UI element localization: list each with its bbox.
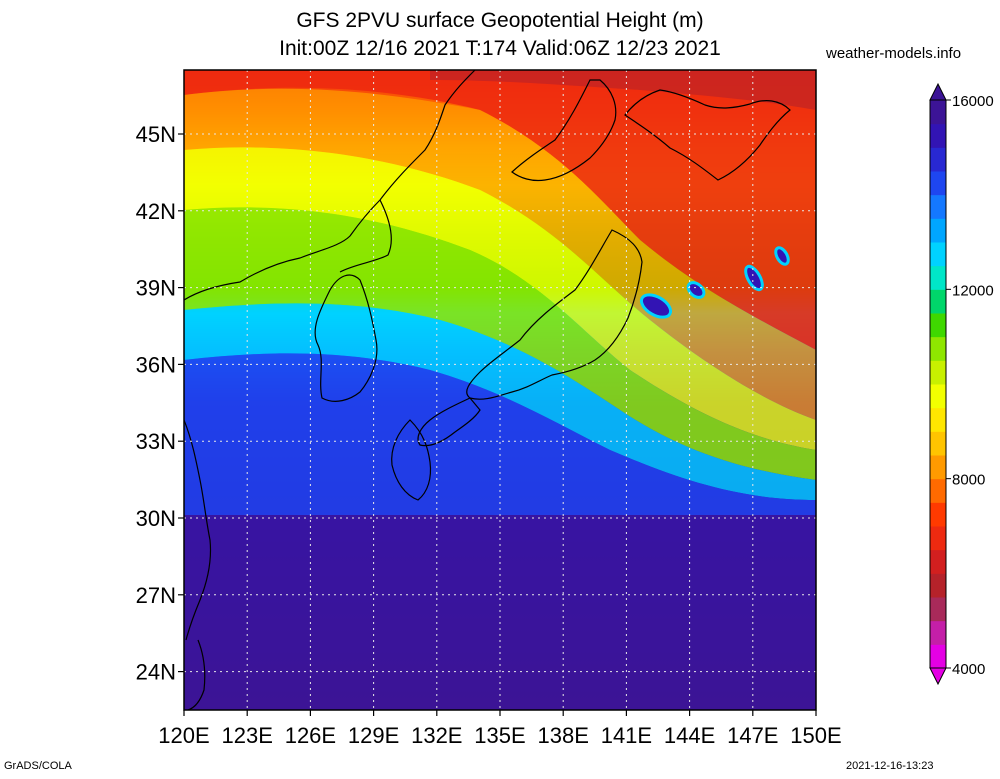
colorbar-segment <box>930 407 946 432</box>
colorbar-segment <box>930 171 946 196</box>
colorbar-segment <box>930 194 946 219</box>
lon-label: 120E <box>158 723 209 748</box>
colorbar-segment <box>930 597 946 622</box>
lon-label: 123E <box>222 723 273 748</box>
colorbar-labels: 16000 12000 8000 4000 <box>946 93 994 678</box>
colorbar-label: 12000 <box>952 282 994 299</box>
lon-label: 138E <box>538 723 589 748</box>
colorbar-segment <box>930 218 946 243</box>
colorbar-segment <box>930 384 946 409</box>
map-title: GFS 2PVU surface Geopotential Height (m) <box>296 9 704 32</box>
map-subtitle: Init:00Z 12/16 2021 T:174 Valid:06Z 12/2… <box>279 37 721 60</box>
height-field <box>184 70 816 710</box>
colorbar-segment <box>930 620 946 645</box>
colorbar-label: 8000 <box>952 472 985 489</box>
colorbar-segment <box>930 123 946 148</box>
lat-label: 45N <box>136 122 176 147</box>
lon-label: 129E <box>348 723 399 748</box>
colorbar-segment <box>930 478 946 503</box>
colorbar-segment <box>930 100 946 125</box>
colorbar-segment <box>930 502 946 527</box>
cutoff-lows <box>639 246 790 319</box>
lon-label: 126E <box>285 723 336 748</box>
colorbar-segment <box>930 242 946 267</box>
lat-label: 39N <box>136 276 176 301</box>
colorbar-segment <box>930 431 946 456</box>
lat-label: 36N <box>136 352 176 377</box>
colorbar-segment <box>930 455 946 480</box>
lon-label: 132E <box>411 723 462 748</box>
colorbar-max-arrow <box>929 82 947 101</box>
colorbar-segment <box>930 289 946 314</box>
lat-label: 30N <box>136 506 176 531</box>
colorbar-segment <box>930 549 946 574</box>
lat-label: 33N <box>136 429 176 454</box>
colorbar-segment <box>930 526 946 551</box>
lat-label: 27N <box>136 583 176 608</box>
colorbar-segment <box>930 265 946 290</box>
latitude-labels: 45N 42N 39N 36N 33N 30N 27N 24N <box>136 122 184 685</box>
longitude-labels: 120E 123E 126E 129E 132E 135E 138E 141E 144E 147E… <box>158 710 842 748</box>
colorbar-label: 16000 <box>952 93 994 110</box>
colorbar-segment <box>930 573 946 598</box>
coastlines <box>184 70 791 710</box>
colorbar-min-arrow <box>929 667 947 686</box>
colorbar-segment <box>930 336 946 361</box>
colorbar <box>929 82 947 686</box>
lon-label: 147E <box>727 723 778 748</box>
footer-software: GrADS/COLA <box>4 760 72 772</box>
site-credit: weather-models.info <box>826 45 962 62</box>
colorbar-segment <box>930 313 946 338</box>
lon-label: 144E <box>664 723 715 748</box>
lon-label: 141E <box>601 723 652 748</box>
colorbar-segment <box>930 360 946 385</box>
lon-label: 150E <box>790 723 841 748</box>
colorbar-label: 4000 <box>952 661 985 678</box>
colorbar-segment <box>930 147 946 172</box>
colorbar-segment <box>930 644 946 669</box>
lat-label: 42N <box>136 199 176 224</box>
colorbar-frame <box>929 99 947 669</box>
lon-label: 135E <box>474 723 525 748</box>
footer-timestamp: 2021-12-16-13:23 <box>846 760 934 772</box>
lat-lon-gridlines <box>184 70 816 710</box>
lat-label: 24N <box>136 660 176 685</box>
